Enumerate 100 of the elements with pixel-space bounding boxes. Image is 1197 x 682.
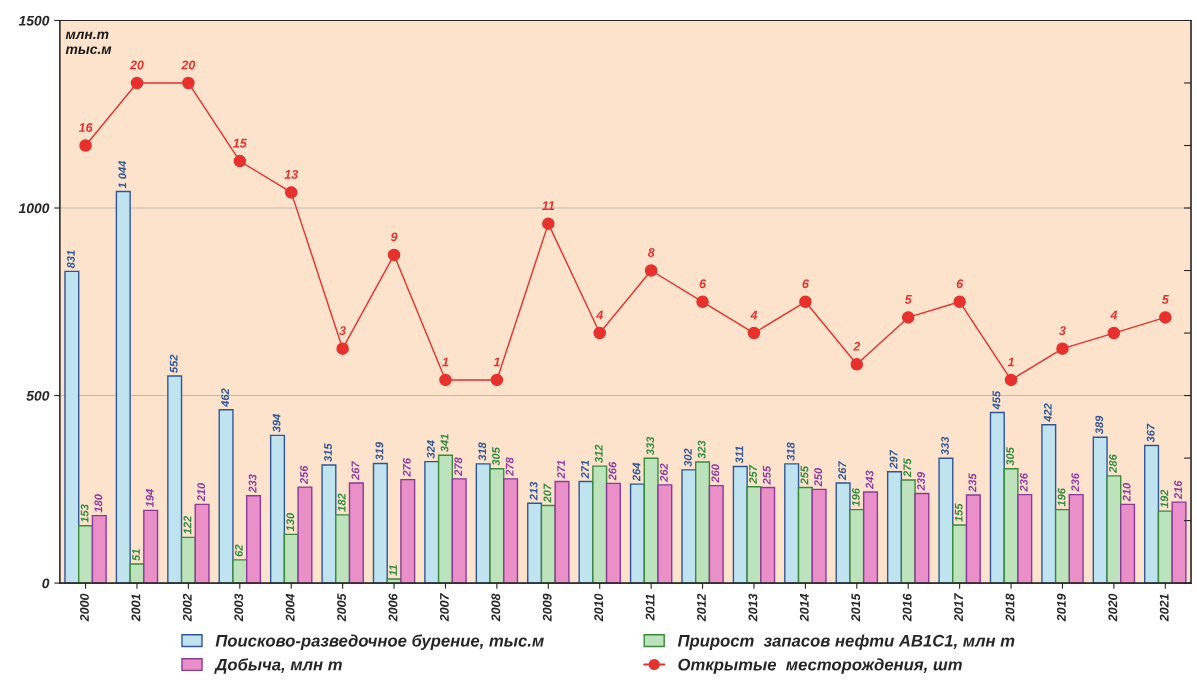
data-label: 275 <box>903 458 912 478</box>
bar <box>886 471 903 584</box>
data-label: 3 <box>339 326 346 336</box>
point <box>953 295 966 309</box>
data-label: 305 <box>492 447 500 466</box>
data-label: 11 <box>542 201 555 210</box>
data-label: 255 <box>800 465 809 485</box>
data-label: 267 <box>351 460 360 481</box>
data-label: 62 <box>234 544 243 557</box>
point <box>284 186 298 199</box>
point <box>1107 326 1121 340</box>
point <box>387 248 401 262</box>
data-label: 196 <box>1057 487 1066 507</box>
bar <box>129 563 145 584</box>
x-tick-label: 2017 <box>954 593 963 622</box>
data-label: 20 <box>181 60 196 70</box>
data-label: 20 <box>129 60 144 70</box>
bar <box>592 465 608 584</box>
bar <box>297 486 313 584</box>
x-tick-label: 2007 <box>439 593 449 622</box>
bar <box>269 434 286 584</box>
data-label: 267 <box>838 460 847 481</box>
bar <box>335 514 351 584</box>
data-label: 1 <box>442 357 449 367</box>
data-label: 4 <box>750 310 758 320</box>
data-label: 319 <box>375 441 384 461</box>
data-label: 210 <box>197 482 206 502</box>
data-label: 367 <box>1146 423 1155 443</box>
data-label: 341 <box>440 434 449 453</box>
data-label: 302 <box>683 448 692 467</box>
bar <box>437 454 454 584</box>
bar <box>657 484 673 584</box>
data-label: 130 <box>286 512 295 532</box>
data-label: 318 <box>478 442 487 461</box>
data-label: 51 <box>132 549 140 561</box>
data-label: 422 <box>1043 403 1052 422</box>
x-tick-label: 2002 <box>182 593 192 622</box>
point <box>644 264 658 277</box>
legend-label: Поисково-разведочное бурение, тыс.м <box>215 634 544 650</box>
x-tick-label: 2014 <box>799 593 809 622</box>
y-tick-label: 1500 <box>18 15 50 26</box>
bar <box>400 478 416 584</box>
data-label: 250 <box>814 467 823 487</box>
bar <box>167 375 183 584</box>
point <box>799 295 812 309</box>
data-label: 311 <box>735 446 744 464</box>
data-label: 8 <box>647 248 655 257</box>
x-tick-label: 2003 <box>234 593 244 622</box>
bar <box>451 478 467 584</box>
data-label: 278 <box>454 457 463 477</box>
bar <box>746 486 762 584</box>
y-tick-label: 1000 <box>18 203 50 214</box>
legend-label: Открытые месторождения, шт <box>678 658 962 674</box>
point <box>696 295 709 309</box>
point <box>1056 342 1069 355</box>
x-tick-label: 2008 <box>491 593 501 622</box>
data-label: 3 <box>1059 326 1066 336</box>
point <box>439 373 452 387</box>
bar <box>1120 503 1136 584</box>
data-label: 264 <box>632 462 641 482</box>
data-label: 180 <box>94 494 103 513</box>
data-label: 233 <box>248 474 257 493</box>
x-tick-label: 2009 <box>542 593 552 622</box>
bar <box>194 503 210 584</box>
bar <box>784 463 800 584</box>
data-label: 2 <box>853 341 861 351</box>
bar <box>1054 508 1071 584</box>
data-label: 15 <box>233 138 247 148</box>
data-label: 394 <box>272 413 281 433</box>
bar <box>797 486 813 584</box>
data-label: 13 <box>284 169 299 179</box>
data-label: 260 <box>711 464 720 483</box>
point <box>182 76 195 90</box>
data-label: 182 <box>337 493 346 512</box>
data-label: 278 <box>505 457 514 477</box>
data-label: 1 044 <box>118 160 127 189</box>
bar <box>78 525 94 584</box>
bar <box>503 478 519 584</box>
data-label: 333 <box>646 436 655 456</box>
bar <box>605 482 621 584</box>
data-label: 1 <box>1007 357 1014 367</box>
bar <box>115 190 131 584</box>
data-label: 16 <box>78 123 93 132</box>
bar <box>218 409 234 584</box>
data-label: 333 <box>941 436 949 456</box>
bar <box>1171 501 1187 584</box>
data-label: 831 <box>66 250 75 269</box>
data-label: 6 <box>956 279 964 289</box>
x-tick-label: 2005 <box>337 593 346 622</box>
x-tick-label: 2001 <box>131 594 141 622</box>
point <box>850 358 864 371</box>
x-tick-label: 2004 <box>285 593 295 622</box>
point <box>336 342 349 355</box>
bar <box>180 536 196 584</box>
bar <box>64 270 80 584</box>
bar <box>862 491 879 584</box>
point <box>130 76 144 90</box>
x-tick-label: 2011 <box>645 594 655 621</box>
data-label: 239 <box>917 471 925 491</box>
data-label: 305 <box>1006 447 1015 466</box>
